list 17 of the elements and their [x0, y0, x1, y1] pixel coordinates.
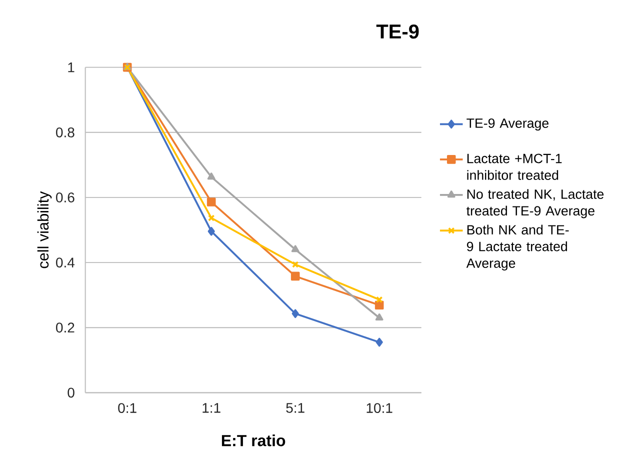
- y-axis-title: cell viability: [37, 191, 52, 268]
- x-tick-label: 10:1: [366, 403, 392, 413]
- y-tick-label: 1: [68, 62, 74, 72]
- x-tick-label: 0:1: [118, 403, 136, 413]
- chart-title: TE-9: [376, 24, 419, 39]
- legend-label: Both NK and TE-9 Lactate treated Average: [466, 224, 569, 271]
- y-tick-label: 0.6: [56, 192, 74, 202]
- y-tick-label: 0: [68, 388, 74, 398]
- x-axis-title: E:T ratio: [222, 434, 286, 446]
- legend-label: Lactate +MCT-1 inhibitor treated: [467, 154, 562, 180]
- x-tick-label: 1:1: [202, 403, 220, 413]
- legend-label: No treated NK, Lactate treated TE-9 Average: [466, 189, 604, 218]
- legend-label: TE-9 Average: [466, 118, 548, 131]
- y-tick-label: 0.8: [56, 127, 74, 138]
- y-tick-label: 0.4: [56, 258, 75, 268]
- x-tick-label: 5:1: [286, 403, 304, 413]
- y-tick-label: 0.2: [56, 322, 74, 333]
